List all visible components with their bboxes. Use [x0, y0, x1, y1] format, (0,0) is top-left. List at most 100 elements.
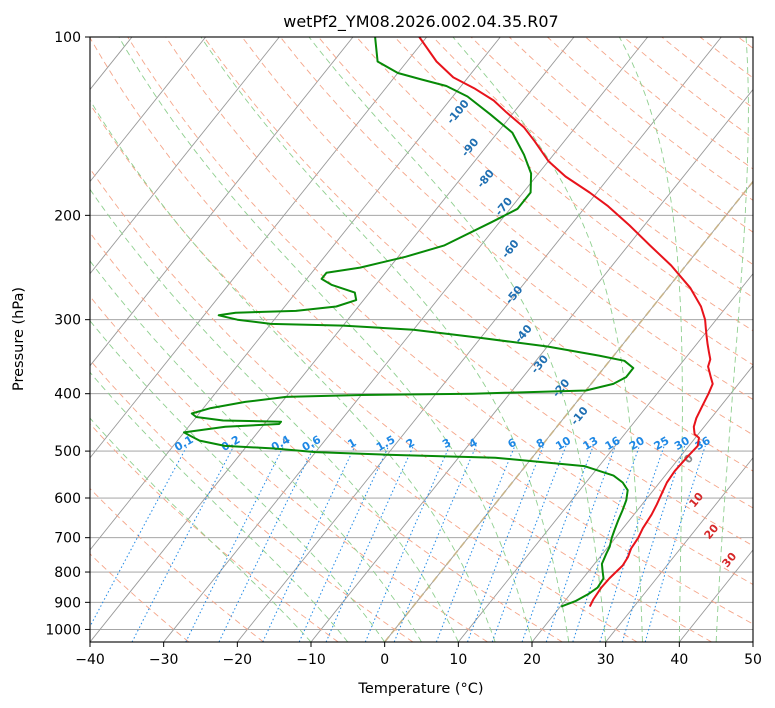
y-tick-label: 700 [54, 531, 81, 547]
mixing-ratio-label: 30 [672, 434, 692, 453]
x-tick-label: −20 [223, 652, 253, 668]
moist-adiabat-label: 30 [720, 550, 740, 570]
plot-frame [89, 36, 754, 643]
moist-adiabat-line [90, 99, 496, 642]
x-tick-label: −40 [75, 652, 105, 668]
dry-adiabat-line [737, 37, 753, 49]
dry-adiabat-line [241, 37, 753, 472]
y-tick-label: 500 [54, 444, 81, 460]
y-tick-label: 400 [54, 387, 81, 403]
temperature-profile-line [418, 37, 714, 608]
isotherm-line [457, 272, 753, 642]
moist-adiabat-line [308, 37, 607, 642]
x-tick-label: 50 [744, 652, 762, 668]
dry-adiabat-line [90, 37, 753, 625]
moist-adiabat-line [200, 37, 570, 642]
dry-adiabat-line [90, 103, 712, 642]
mixing-ratio-line [545, 445, 616, 642]
background-lines [0, 37, 753, 642]
x-tick-label: 0 [380, 652, 389, 668]
moist-adiabat-line [619, 37, 683, 642]
isotherm-line [90, 37, 354, 367]
dry-adiabat-line [508, 37, 753, 233]
mixing-ratio-label: 10 [553, 434, 573, 453]
moist-adiabat-line [90, 371, 349, 642]
dry-adiabat-line [699, 37, 753, 79]
mixing-ratio-line [325, 445, 414, 642]
mixing-ratio-line [644, 445, 706, 642]
dry-adiabat-line [90, 359, 414, 642]
mixing-ratio-line [467, 445, 544, 642]
y-tick-label: 600 [54, 491, 81, 507]
mixing-ratio-line [491, 445, 567, 642]
mixing-ratio-line [572, 445, 640, 642]
x-tick-label: 40 [670, 652, 688, 668]
dry-adiabat-line [90, 423, 339, 642]
dry-adiabat-line [394, 37, 753, 332]
mixing-ratio-label: 13 [581, 434, 601, 453]
moist-adiabat-label: -60 [499, 237, 522, 261]
dewpoint-profile-line [183, 37, 635, 608]
moist-adiabat-line [90, 260, 422, 642]
isotherm-line [90, 37, 280, 275]
y-tick-label: 100 [54, 30, 81, 46]
moist-adiabat-label: 10 [686, 490, 706, 510]
moist-adiabat-line [90, 188, 459, 642]
moist-adiabat-label: 0 [681, 452, 696, 466]
x-tick-label: −10 [296, 652, 326, 668]
mixing-ratio-label: 1 [345, 436, 358, 451]
moist-adiabat-line [90, 320, 386, 642]
isotherm-line [90, 37, 207, 183]
dry-adiabat-line [90, 295, 488, 642]
moist-adiabat-label: -80 [474, 167, 497, 191]
x-tick-label: 20 [523, 652, 541, 668]
zero-isotherm-line [384, 180, 753, 642]
mixing-ratio-line [218, 445, 315, 642]
isotherm-line [531, 365, 753, 642]
dry-adiabat-line [432, 37, 753, 298]
y-tick-label: 200 [54, 208, 81, 224]
mixing-ratio-line [262, 445, 356, 642]
mixing-ratio-line [621, 445, 686, 642]
y-tick-label: 1000 [45, 622, 81, 638]
y-tick-label: 900 [54, 595, 81, 611]
dry-adiabat-line [90, 553, 190, 642]
isotherm-line [605, 457, 753, 642]
y-axis: 100 200 300 400 500 600 700 800 900 1000 [45, 30, 90, 638]
moist-adiabat-line [118, 37, 533, 642]
mixing-ratio-line [185, 445, 285, 642]
mixing-ratio-label: 25 [652, 434, 672, 453]
mixing-ratio-label: 8 [534, 436, 547, 451]
x-tick-label: 30 [597, 652, 615, 668]
x-axis-label: Temperature (°C) [357, 681, 483, 697]
isotherm-line [163, 37, 649, 642]
moist-adiabat-label: 20 [702, 521, 722, 541]
dry-adiabat-line [203, 37, 753, 509]
y-tick-label: 300 [54, 313, 81, 329]
chart-title: wetPf2_YM08.2026.002.04.35.R07 [283, 12, 558, 32]
dry-adiabat-line [90, 487, 264, 642]
moist-adiabat-label: -90 [459, 135, 482, 159]
dry-adiabat-line [547, 37, 753, 201]
mixing-ratio-line [435, 445, 516, 642]
moist-adiabat-line [452, 37, 643, 642]
isotherm-line [236, 37, 722, 642]
dry-adiabat-line [318, 37, 753, 400]
dry-adiabat-line [90, 231, 563, 642]
profiles [183, 37, 714, 608]
moist-adiabat-label: -30 [528, 352, 551, 376]
x-tick-label: −30 [149, 652, 179, 668]
y-axis-label: Pressure (hPa) [11, 287, 27, 391]
mixing-ratio-line [599, 445, 665, 642]
moist-adiabat-label: -20 [550, 376, 573, 400]
dry-adiabat-line [356, 37, 753, 366]
isotherm-line [90, 37, 501, 551]
isotherm-line [0, 37, 58, 642]
x-axis: −40 −30 −20 −10 0 10 20 30 40 50 [75, 642, 762, 668]
isotherm-line [90, 37, 575, 642]
isotherm-line [90, 37, 428, 459]
y-tick-label: 800 [54, 565, 81, 581]
dry-adiabat-line [165, 37, 753, 547]
mixing-ratio-label: 16 [603, 434, 623, 453]
isotherm-line [310, 88, 753, 642]
